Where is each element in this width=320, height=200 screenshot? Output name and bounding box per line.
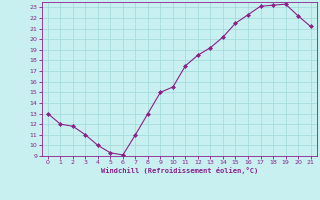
X-axis label: Windchill (Refroidissement éolien,°C): Windchill (Refroidissement éolien,°C) bbox=[100, 167, 258, 174]
